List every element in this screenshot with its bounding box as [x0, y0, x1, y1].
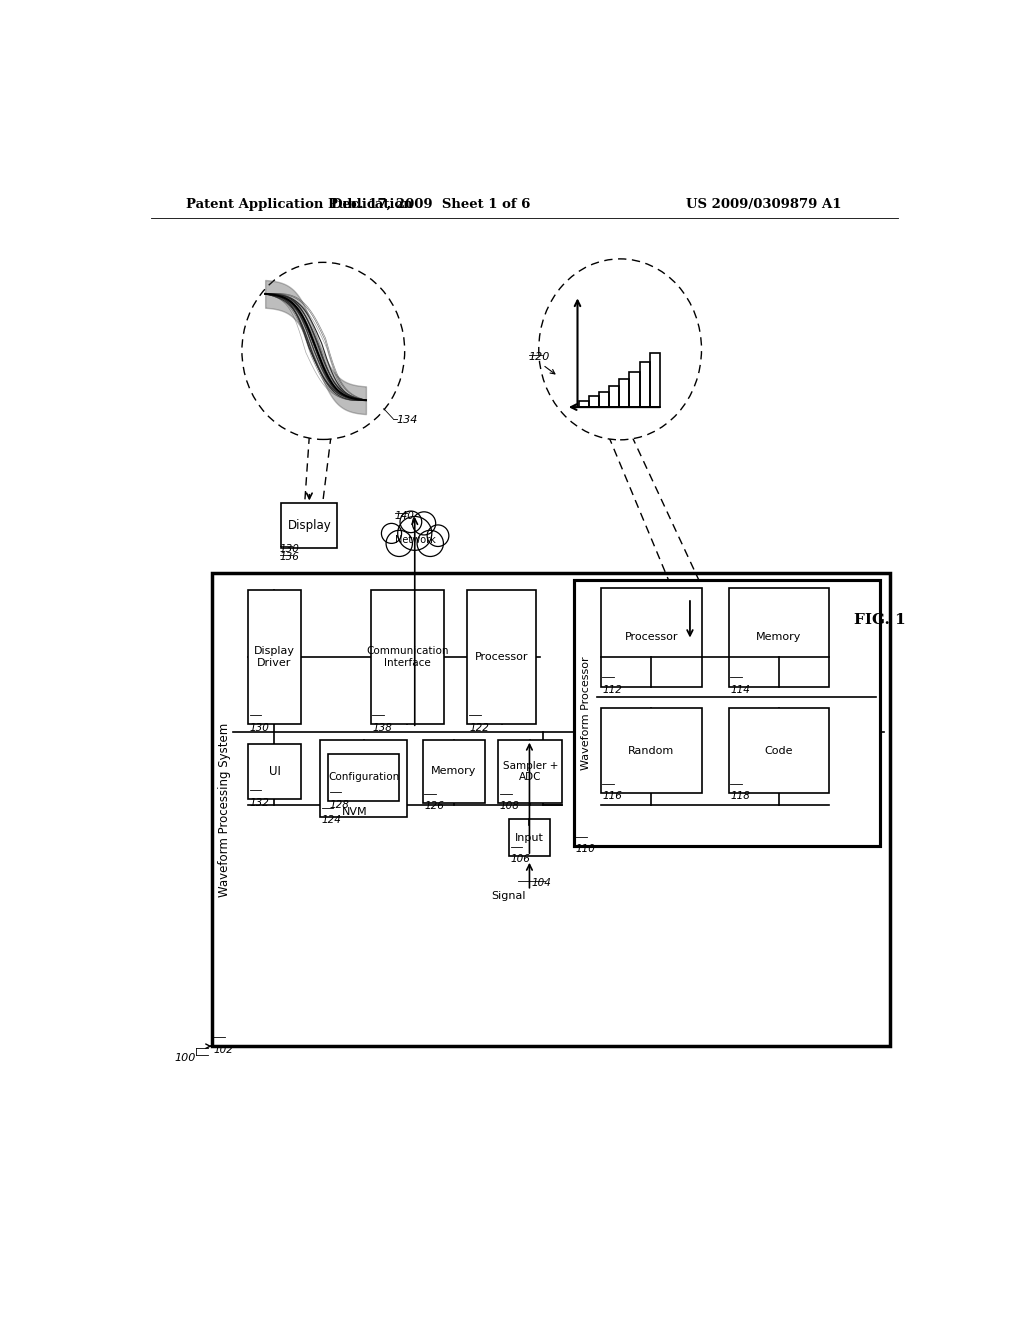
Bar — [248, 743, 301, 799]
Text: NVM: NVM — [342, 807, 368, 817]
Text: Code: Code — [765, 746, 794, 755]
Text: 124: 124 — [322, 816, 342, 825]
Bar — [589, 396, 599, 407]
Text: US 2009/0309879 A1: US 2009/0309879 A1 — [686, 198, 842, 211]
Bar — [499, 739, 562, 803]
Text: Communication
Interface: Communication Interface — [367, 647, 449, 668]
Text: Random: Random — [628, 746, 674, 755]
Bar — [601, 708, 701, 793]
Text: Sampler +
ADC: Sampler + ADC — [503, 760, 558, 783]
Bar — [467, 590, 536, 725]
Text: Memory: Memory — [431, 767, 476, 776]
Bar — [573, 581, 880, 846]
Bar — [620, 379, 630, 407]
Text: Dec. 17, 2009  Sheet 1 of 6: Dec. 17, 2009 Sheet 1 of 6 — [331, 198, 530, 211]
FancyBboxPatch shape — [378, 515, 452, 564]
Text: Processor: Processor — [475, 652, 528, 661]
Text: 118: 118 — [730, 792, 750, 801]
Text: 106: 106 — [511, 854, 530, 865]
Bar — [282, 503, 337, 548]
Bar — [630, 372, 640, 407]
Text: 140: 140 — [394, 511, 415, 520]
Circle shape — [381, 524, 401, 544]
Text: 108: 108 — [500, 801, 520, 812]
Circle shape — [400, 511, 422, 533]
Ellipse shape — [539, 259, 701, 440]
Text: 104: 104 — [531, 878, 551, 888]
Text: Signal: Signal — [492, 891, 525, 902]
Bar — [212, 573, 890, 1047]
Text: 116: 116 — [602, 792, 623, 801]
Text: Display: Display — [288, 519, 331, 532]
Circle shape — [397, 516, 432, 550]
Text: Waveform Processing System: Waveform Processing System — [218, 722, 230, 896]
Text: Waveform Processor: Waveform Processor — [581, 656, 591, 770]
Text: Display
Driver: Display Driver — [254, 647, 295, 668]
Bar — [423, 739, 484, 803]
Text: Network: Network — [395, 536, 436, 545]
Text: 102: 102 — [213, 1044, 233, 1055]
Text: 130: 130 — [280, 544, 300, 554]
Circle shape — [386, 531, 413, 557]
Text: 132: 132 — [250, 797, 269, 808]
Bar — [248, 590, 301, 725]
Ellipse shape — [242, 263, 404, 440]
Text: 138: 138 — [372, 723, 392, 733]
Bar — [579, 401, 589, 407]
Bar — [371, 590, 444, 725]
Circle shape — [413, 512, 435, 535]
Text: Memory: Memory — [757, 632, 802, 643]
Text: 100: 100 — [175, 1053, 197, 1063]
Text: 114: 114 — [730, 685, 750, 696]
Text: 126: 126 — [424, 801, 444, 812]
Text: 110: 110 — [575, 845, 595, 854]
Bar — [321, 739, 407, 817]
Text: 112: 112 — [602, 685, 623, 696]
Bar — [649, 354, 659, 407]
Text: 128: 128 — [330, 800, 349, 809]
Text: 136: 136 — [280, 552, 300, 562]
Text: UI: UI — [268, 764, 281, 777]
Text: Patent Application Publication: Patent Application Publication — [186, 198, 413, 211]
Text: Configuration: Configuration — [328, 772, 399, 783]
Bar — [609, 385, 620, 407]
Text: 130: 130 — [250, 723, 269, 733]
Text: 134: 134 — [397, 416, 418, 425]
Bar — [328, 754, 399, 801]
Text: Processor: Processor — [625, 632, 678, 643]
Text: 122: 122 — [469, 723, 488, 733]
Text: FIG. 1: FIG. 1 — [854, 614, 905, 627]
Text: Input: Input — [515, 833, 544, 842]
Bar — [599, 392, 609, 407]
Bar — [601, 589, 701, 686]
Bar — [640, 363, 649, 407]
Circle shape — [427, 525, 449, 546]
Circle shape — [417, 531, 443, 557]
Bar — [729, 708, 829, 793]
Bar — [509, 818, 550, 857]
Bar — [729, 589, 829, 686]
Text: 120: 120 — [528, 352, 550, 362]
